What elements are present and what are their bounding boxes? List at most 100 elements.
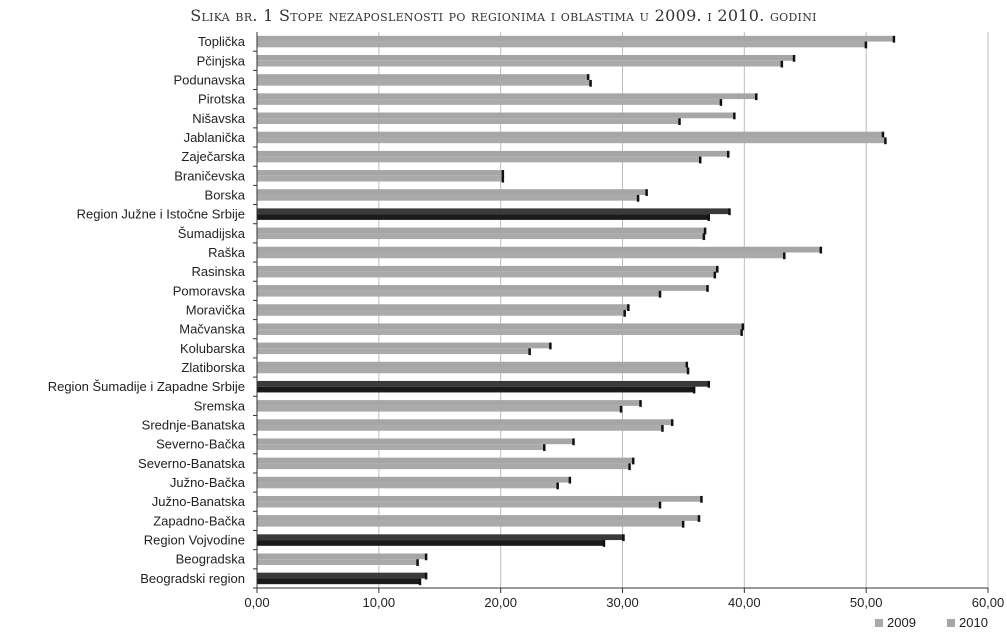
- bar-2009: [257, 214, 710, 220]
- category-label: Pirotska: [198, 92, 246, 107]
- bar-2009: [257, 175, 504, 182]
- bar-end-marker-2009: [702, 233, 706, 241]
- bar-2009: [257, 156, 701, 163]
- bar-2009: [257, 290, 661, 297]
- x-tick-label: 20,00: [484, 595, 517, 610]
- bar-end-marker-2010: [568, 476, 572, 484]
- category-label: Zapadno-Bačka: [153, 513, 246, 528]
- category-label: Braničevska: [174, 168, 246, 183]
- bar-end-marker-2009: [686, 367, 690, 375]
- category-label: Rasinska: [192, 264, 246, 279]
- bar-end-marker-2010: [631, 457, 635, 465]
- bar-end-marker-2010: [572, 438, 575, 446]
- bar-end-marker-2009: [698, 156, 702, 164]
- bar-2010: [257, 457, 634, 464]
- bar-end-marker-2009: [623, 310, 626, 317]
- bar-2010: [257, 342, 551, 349]
- bar-2010: [257, 93, 757, 100]
- bar-2009: [257, 99, 722, 105]
- category-label: Moravička: [186, 303, 246, 318]
- category-label: Zaječarska: [181, 149, 245, 164]
- bar-end-marker-2009: [719, 99, 723, 106]
- bar-end-marker-2010: [703, 227, 707, 235]
- bar-end-marker-2010: [670, 419, 674, 427]
- bar-2009: [257, 118, 680, 125]
- category-label: Severno-Banatska: [138, 456, 246, 471]
- bar-end-marker-2010: [549, 342, 552, 350]
- bar-2010: [257, 246, 822, 253]
- bar-2009: [257, 405, 622, 412]
- bar-end-marker-2009: [884, 137, 887, 145]
- bar-2010: [257, 265, 718, 272]
- bar-2009: [257, 137, 886, 144]
- category-label: Sremska: [194, 398, 246, 413]
- bar-end-marker-2009: [636, 194, 640, 202]
- bar-end-marker-2009: [658, 290, 662, 298]
- bar-2010: [257, 400, 641, 406]
- bar-end-marker-2009: [707, 214, 711, 221]
- chart-title: Slika br. 1 Stope nezaposlenosti po regi…: [190, 6, 817, 25]
- bar-end-marker-2010: [627, 304, 630, 311]
- category-label: Region Vojvodine: [144, 533, 245, 548]
- category-label: Severno-Bačka: [156, 437, 246, 452]
- x-tick-label: 10,00: [363, 595, 396, 610]
- bar-end-marker-2010: [424, 572, 428, 580]
- bar-2010: [257, 419, 673, 426]
- category-label: Podunavska: [173, 72, 245, 87]
- bar-2010: [257, 74, 589, 80]
- x-tick-label: 50,00: [850, 595, 883, 610]
- bar-2010: [257, 553, 427, 560]
- bar-end-marker-2009: [783, 252, 786, 260]
- category-label: Beogradski region: [140, 571, 245, 586]
- bar-2009: [257, 501, 661, 508]
- category-label: Beogradska: [176, 552, 246, 567]
- bar-2009: [257, 578, 421, 585]
- category-label: Jablanička: [184, 130, 246, 145]
- bar-end-marker-2009: [528, 348, 531, 356]
- bar-end-marker-2009: [543, 444, 546, 451]
- bar-2009: [257, 233, 705, 240]
- bar-end-marker-2009: [589, 79, 592, 87]
- bar-2009: [257, 60, 783, 67]
- category-label: Pomoravska: [173, 283, 246, 298]
- bar-end-marker-2010: [881, 131, 885, 139]
- category-label: Šumadijska: [178, 226, 246, 241]
- bar-2010: [257, 495, 702, 502]
- bar-end-marker-2010: [622, 534, 625, 542]
- bar-2010: [257, 35, 895, 42]
- x-tick-label: 40,00: [728, 595, 761, 610]
- x-tick-label: 30,00: [606, 595, 639, 610]
- bar-2010: [257, 476, 571, 483]
- bar-2010: [257, 208, 730, 215]
- bar-end-marker-2009: [740, 329, 743, 336]
- bar-2009: [257, 310, 625, 316]
- bar-end-marker-2010: [716, 265, 719, 273]
- bar-end-marker-2009: [556, 482, 559, 490]
- bar-end-marker-2010: [892, 35, 896, 43]
- bar-2010: [257, 323, 744, 330]
- bar-2009: [257, 386, 695, 393]
- bar-end-marker-2010: [700, 495, 703, 503]
- bar-end-marker-2010: [706, 285, 709, 292]
- category-label: Južno-Banatska: [152, 494, 246, 509]
- bar-2009: [257, 41, 867, 48]
- category-label: Zlatiborska: [181, 360, 245, 375]
- category-label: Nišavska: [192, 111, 246, 126]
- bar-end-marker-2010: [755, 93, 758, 101]
- bar-end-marker-2009: [501, 175, 505, 183]
- bar-end-marker-2009: [713, 271, 717, 279]
- bar-2009: [257, 559, 418, 565]
- bar-2010: [257, 304, 629, 310]
- bar-end-marker-2009: [658, 501, 662, 509]
- category-label: Toplička: [198, 34, 246, 49]
- bar-2009: [257, 252, 785, 259]
- bar-2009: [257, 329, 742, 335]
- bar-2009: [257, 271, 716, 278]
- bar-end-marker-2010: [728, 208, 731, 216]
- bar-2010: [257, 534, 624, 541]
- bar-end-marker-2010: [685, 361, 689, 369]
- bar-2009: [257, 520, 684, 527]
- category-label: Južno-Bačka: [170, 475, 246, 490]
